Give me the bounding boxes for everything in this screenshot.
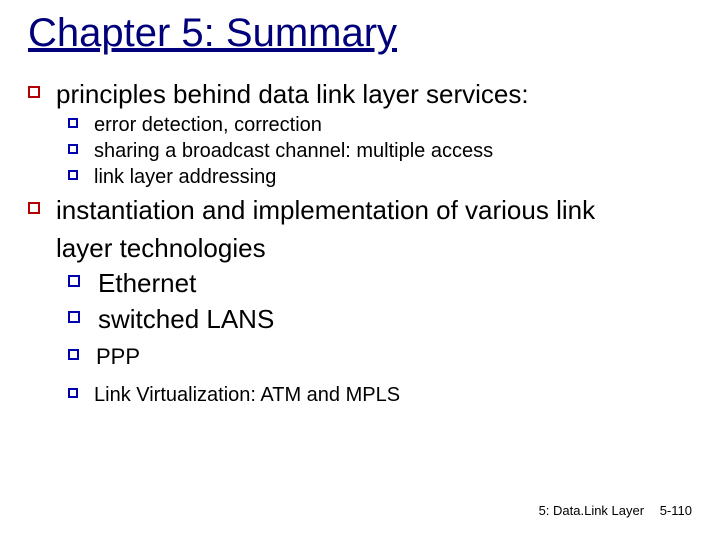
footer-page: 5-110 <box>660 503 692 518</box>
circle-icon <box>68 343 96 360</box>
slide-title: Chapter 5: Summary <box>28 10 397 56</box>
bullet-l2: link layer addressing <box>68 164 692 190</box>
slide-content: principles behind data link layer servic… <box>0 56 720 408</box>
bullet-text: error detection, correction <box>94 112 692 138</box>
bullet-l1: instantiation and implementation of vari… <box>28 194 692 228</box>
circle-icon <box>68 138 94 154</box>
bullet-text: sharing a broadcast channel: multiple ac… <box>94 138 692 164</box>
slide-footer: 5: Data.Link Layer 5-110 <box>539 503 692 518</box>
bullet-l2: PPP <box>68 343 692 372</box>
bullet-text: principles behind data link layer servic… <box>56 78 692 112</box>
circle-icon <box>68 303 98 323</box>
circle-icon <box>68 164 94 180</box>
bullet-text: switched LANS <box>98 303 692 337</box>
bullet-text: link layer addressing <box>94 164 692 190</box>
bullet-text: layer technologies <box>56 232 692 266</box>
bullet-l1-cont: layer technologies <box>56 232 692 266</box>
circle-icon <box>68 382 94 398</box>
square-icon <box>28 194 56 214</box>
bullet-l2: switched LANS <box>68 303 692 337</box>
bullet-text: Link Virtualization: ATM and MPLS <box>94 382 692 408</box>
bullet-l2: Link Virtualization: ATM and MPLS <box>68 382 692 408</box>
bullet-l2: error detection, correction <box>68 112 692 138</box>
bullet-text: instantiation and implementation of vari… <box>56 194 692 228</box>
square-icon <box>28 78 56 98</box>
bullet-l2: sharing a broadcast channel: multiple ac… <box>68 138 692 164</box>
bullet-text: PPP <box>96 343 692 372</box>
bullet-text: Ethernet <box>98 267 692 301</box>
bullet-l1: principles behind data link layer servic… <box>28 78 692 112</box>
footer-chapter: 5: Data.Link Layer <box>539 503 645 518</box>
circle-icon <box>68 267 98 287</box>
title-wrap: Chapter 5: Summary <box>0 0 720 56</box>
slide: Chapter 5: Summary principles behind dat… <box>0 0 720 540</box>
circle-icon <box>68 112 94 128</box>
bullet-l2: Ethernet <box>68 267 692 301</box>
